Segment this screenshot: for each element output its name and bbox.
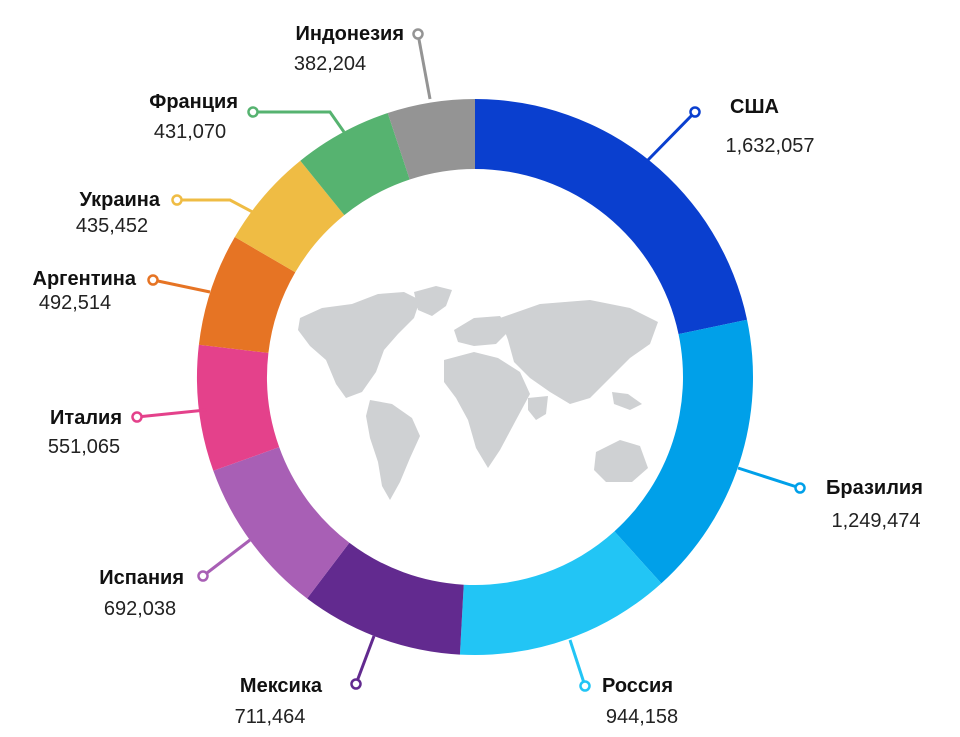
value-label-4: 711,464: [235, 706, 306, 728]
value-label-5: 692,038: [104, 598, 176, 620]
leader-line-9: [253, 110, 346, 133]
value-label-8: 435,452: [76, 215, 148, 237]
donut-slice-8: [234, 160, 345, 273]
continent-shape: [366, 400, 420, 500]
leader-dot-1: [689, 106, 701, 118]
leader-line-2: [737, 466, 801, 490]
leader-dot-9: [247, 106, 259, 118]
donut-slice-9: [300, 113, 410, 216]
world-map-image: [298, 286, 658, 500]
continent-shape: [500, 300, 658, 404]
continent-shape: [528, 396, 548, 420]
category-label-1: США: [730, 96, 779, 118]
category-label-3: Россия: [602, 675, 673, 697]
category-label-2: Бразилия: [826, 477, 923, 499]
value-label-9: 431,070: [154, 121, 226, 143]
leader-line-10: [416, 33, 432, 100]
donut-slice-3: [459, 531, 662, 655]
leader-dot-7: [147, 274, 159, 286]
leader-dot-3: [579, 680, 591, 692]
donut-slice-7: [198, 237, 296, 353]
donut-slice-5: [213, 447, 350, 599]
value-label-6: 551,065: [48, 436, 120, 458]
donut-slice-4: [307, 542, 464, 655]
leader-dot-4: [350, 678, 362, 690]
continent-shape: [414, 286, 452, 316]
category-label-9: Франция: [149, 91, 238, 113]
leader-line-5: [202, 538, 251, 578]
leader-line-3: [568, 639, 587, 687]
leader-dot-5: [197, 570, 209, 582]
continent-shape: [454, 316, 510, 346]
donut-slice-2: [614, 319, 753, 584]
leader-line-6: [136, 408, 207, 419]
category-label-6: Италия: [50, 407, 122, 429]
continent-shape: [594, 440, 648, 482]
category-label-7: Аргентина: [33, 268, 137, 290]
leader-line-4: [354, 635, 376, 685]
leader-line-7: [152, 278, 211, 294]
value-label-1: 1,632,057: [726, 135, 815, 157]
leader-line-1: [646, 110, 697, 162]
value-label-2: 1,249,474: [832, 510, 921, 532]
continent-shape: [298, 292, 420, 398]
value-label-3: 944,158: [606, 706, 678, 728]
donut-slice-1: [475, 99, 748, 335]
value-label-7: 492,514: [39, 292, 111, 314]
leader-dot-6: [131, 411, 143, 423]
category-label-8: Украина: [79, 189, 160, 211]
category-label-10: Индонезия: [296, 23, 404, 45]
category-label-4: Мексика: [240, 675, 323, 697]
donut-slice-6: [196, 344, 280, 471]
leader-dot-10: [412, 28, 424, 40]
leader-dot-8: [171, 194, 183, 206]
category-label-5: Испания: [99, 567, 184, 589]
leader-line-8: [177, 198, 261, 218]
continent-shape: [444, 352, 530, 468]
leader-dot-2: [794, 482, 806, 494]
continent-shape: [612, 392, 642, 410]
donut-slice-10: [387, 99, 475, 180]
value-label-10: 382,204: [294, 53, 366, 75]
